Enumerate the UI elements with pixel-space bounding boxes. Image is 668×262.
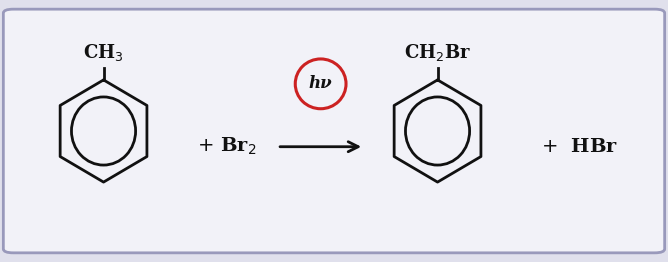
Text: $+$  HBr: $+$ HBr [541, 138, 619, 156]
Text: CH$_2$Br: CH$_2$Br [404, 42, 471, 63]
FancyBboxPatch shape [3, 9, 665, 253]
Text: CH$_3$: CH$_3$ [84, 42, 124, 63]
Text: hν: hν [309, 75, 333, 92]
Text: $+$ Br$_2$: $+$ Br$_2$ [197, 136, 257, 157]
